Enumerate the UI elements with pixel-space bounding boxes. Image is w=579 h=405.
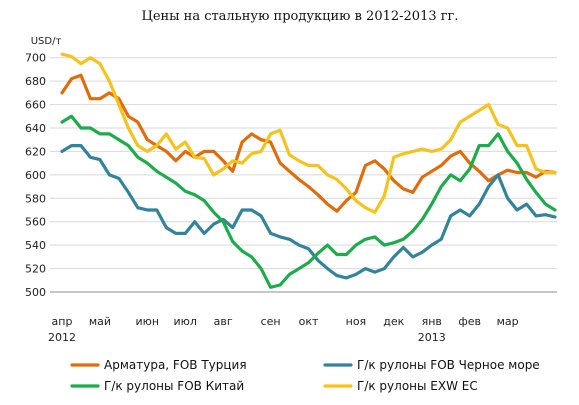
y-tick-label: 640 xyxy=(25,122,46,135)
y-tick-label: 560 xyxy=(25,216,46,229)
x-tick-label: июн xyxy=(136,315,160,328)
x-tick-label: сен xyxy=(261,315,281,328)
x-year-label: 2012 xyxy=(48,331,76,344)
x-axis-ticks: апр май июн июл авг сен окт ноя дек янв фев мар 2012… xyxy=(48,315,519,344)
y-unit-label: USD/т xyxy=(31,36,62,47)
x-tick-label: авг xyxy=(214,315,233,328)
y-tick-label: 680 xyxy=(25,75,46,88)
y-tick-label: 660 xyxy=(25,99,46,112)
x-tick-label: мар xyxy=(497,315,519,328)
legend-label: Арматура, FOB Турция xyxy=(104,358,247,372)
legend-label: Г/к рулоны FOB Черное море xyxy=(357,358,540,372)
x-tick-label: ноя xyxy=(346,315,367,328)
series-line-4 xyxy=(60,52,557,214)
y-tick-label: 700 xyxy=(25,52,46,65)
x-tick-label: фев xyxy=(458,315,481,328)
y-tick-label: 580 xyxy=(25,192,46,205)
x-tick-label: апр xyxy=(52,315,73,328)
y-tick-label: 500 xyxy=(25,286,46,299)
y-tick-label: 520 xyxy=(25,263,46,276)
y-axis-ticks: 500 520 540 560 580 600 620 640 660 680 700 xyxy=(25,52,46,299)
series-lines xyxy=(60,52,557,289)
x-tick-label: дек xyxy=(383,315,404,328)
x-year-label: 2013 xyxy=(418,331,446,344)
series-line-2 xyxy=(60,144,557,280)
chart-title: Цены на стальную продукцию в 2012-2013 г… xyxy=(141,9,458,24)
legend-label: Г/к рулоны EXW ЕС xyxy=(357,379,478,393)
x-tick-label: окт xyxy=(299,315,319,328)
x-tick-label: июл xyxy=(174,315,197,328)
series-line-1 xyxy=(60,73,557,213)
y-tick-label: 540 xyxy=(25,239,46,252)
x-tick-label: май xyxy=(89,315,111,328)
y-tick-label: 600 xyxy=(25,169,46,182)
y-tick-label: 620 xyxy=(25,145,46,158)
x-tick-label: янв xyxy=(422,315,442,328)
legend-label: Г/к рулоны FOB Китай xyxy=(104,379,244,393)
series-line-3 xyxy=(60,114,557,289)
legend: Арматура, FOB Турция Г/к рулоны FOB Черно… xyxy=(70,358,540,393)
